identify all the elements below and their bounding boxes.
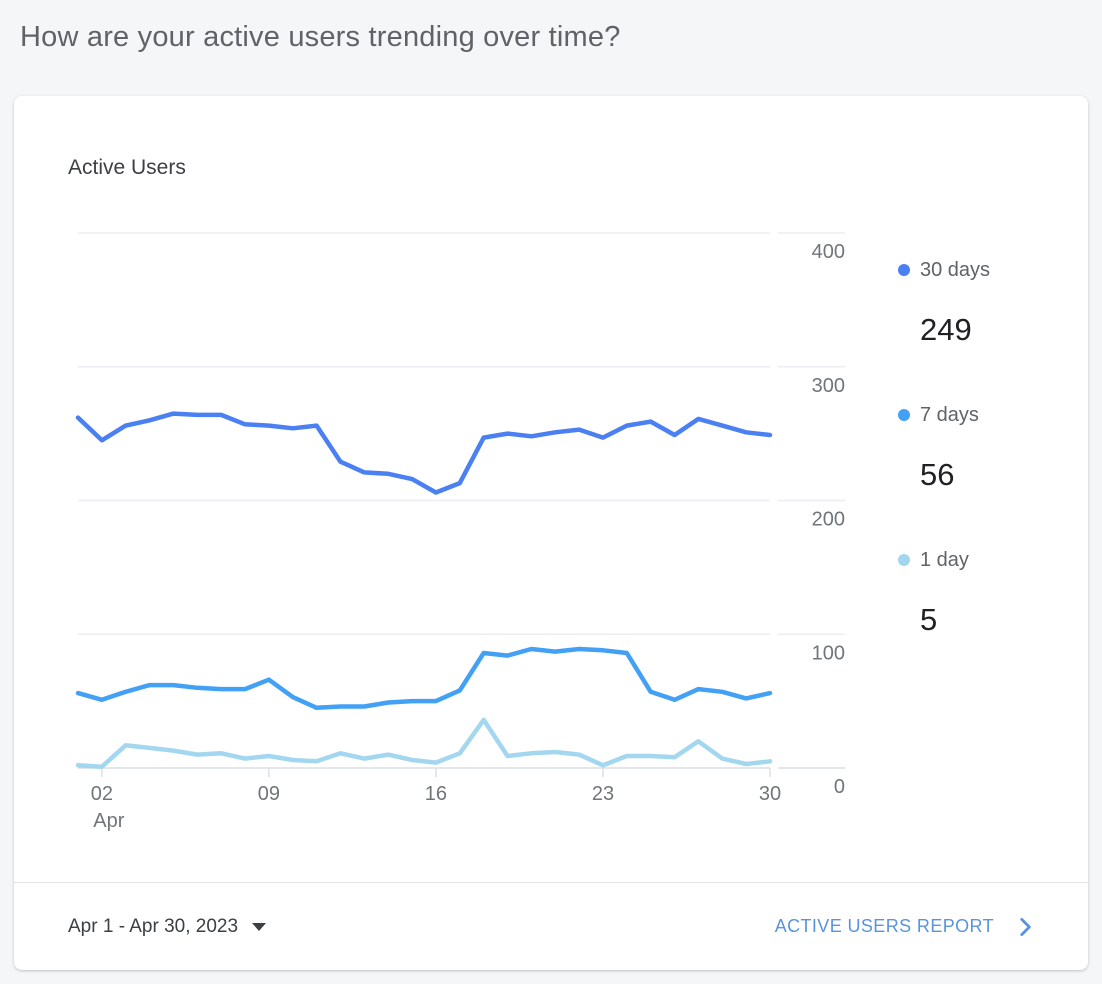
- x-tick-label-16: 16: [425, 783, 447, 805]
- active-users-report-link[interactable]: ACTIVE USERS REPORT: [775, 914, 1038, 940]
- legend-value-1-day: 5: [920, 602, 938, 637]
- x-tick-label-30: 30: [759, 783, 781, 805]
- legend-value-30-days: 249: [920, 312, 972, 347]
- legend-dot-7-days-icon: [898, 409, 910, 421]
- footer-divider: [14, 882, 1088, 883]
- active-users-line-chart: 0 100 200 300 400 02 09 16 23 30 Apr: [75, 232, 845, 832]
- x-tick-label-02: 02: [91, 783, 113, 805]
- legend-label-1-day: 1 day: [920, 548, 969, 571]
- page-title: How are your active users trending over …: [20, 21, 621, 53]
- y-tick-label-0: 0: [834, 776, 845, 798]
- line-series-30-days: [75, 411, 773, 495]
- line-series-7-days: [75, 646, 773, 711]
- card-footer: Apr 1 - Apr 30, 2023 ACTIVE USERS REPORT: [14, 883, 1088, 970]
- chevron-right-icon: [1020, 917, 1031, 936]
- y-tick-label-300: 300: [812, 375, 845, 397]
- y-tick-label-400: 400: [812, 241, 845, 263]
- chart-title: Active Users: [68, 156, 186, 179]
- caret-down-icon: [252, 922, 267, 931]
- legend-value-7-days: 56: [920, 457, 955, 492]
- x-tick-label-23: 23: [592, 783, 614, 805]
- date-range-selector[interactable]: Apr 1 - Apr 30, 2023: [68, 915, 267, 938]
- legend-label-7-days: 7 days: [920, 403, 979, 426]
- x-axis-month-label: Apr: [93, 810, 124, 832]
- line-series-1-day: [75, 717, 773, 769]
- y-tick-label-200: 200: [812, 509, 845, 531]
- chart-legend: 30 days 249 7 days 56 1 day 5: [898, 258, 1078, 693]
- legend-label-30-days: 30 days: [920, 258, 991, 281]
- legend-dot-30-days-icon: [898, 264, 910, 276]
- x-tick-label-09: 09: [258, 783, 280, 805]
- date-range-label: Apr 1 - Apr 30, 2023: [68, 915, 239, 937]
- legend-item-1-day: 1 day 5: [898, 548, 1078, 638]
- active-users-card: Active Users 0 100 200 300 400 02 09 16 23 30 Apr …: [14, 96, 1088, 970]
- legend-item-7-days: 7 days 56: [898, 403, 1078, 493]
- legend-dot-1-day-icon: [898, 554, 910, 566]
- legend-item-30-days: 30 days 249: [898, 258, 1078, 348]
- report-link-label: ACTIVE USERS REPORT: [774, 916, 994, 936]
- y-tick-label-100: 100: [812, 642, 845, 664]
